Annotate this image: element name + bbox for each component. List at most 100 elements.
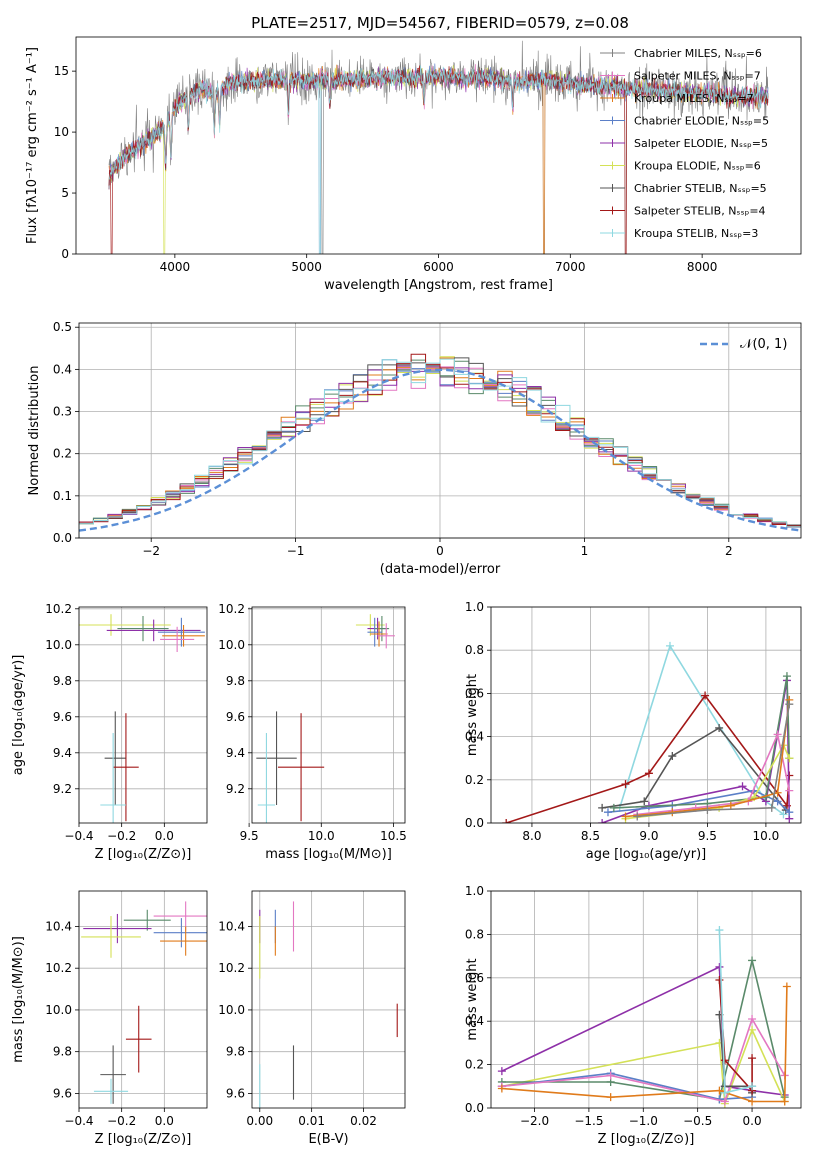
- data-point: [606, 1071, 615, 1080]
- data-point: [370, 621, 388, 647]
- y-tick-label: 10.0: [45, 638, 72, 652]
- data-point: [603, 808, 612, 817]
- series: [715, 926, 757, 1097]
- data-point: [609, 803, 618, 812]
- axes-frame: [490, 890, 802, 1109]
- data-point: [104, 711, 126, 805]
- series: [497, 1069, 757, 1104]
- y-tick-label: 9.6: [226, 1086, 245, 1100]
- x-tick-label: 10.0: [753, 829, 780, 843]
- series: [621, 695, 794, 821]
- x-tick-label: 2: [725, 544, 733, 558]
- data-point: [277, 713, 325, 822]
- y-tick-label: 15: [54, 64, 69, 78]
- x-tick-label: 0.0: [743, 1114, 762, 1128]
- axes-frame: [78, 322, 802, 539]
- plot-area: [497, 926, 791, 1108]
- data-point: [621, 780, 630, 789]
- x-tick-label: −0.2: [107, 829, 136, 843]
- data-point: [633, 812, 642, 821]
- y-tick-label: 0.6: [465, 971, 484, 985]
- axes-frame: [251, 606, 406, 824]
- y-tick-label: 10.2: [218, 602, 245, 616]
- x-tick-label: 0.0: [155, 1114, 174, 1128]
- y-tick-label: 1.0: [465, 600, 484, 614]
- legend-entry: Salpeter MILES, Nₛₛₚ=7: [634, 70, 761, 83]
- data-point: [767, 803, 776, 812]
- y-tick-label: 0.4: [53, 362, 72, 376]
- grid: [79, 323, 801, 539]
- y-tick-label: 0.2: [465, 773, 484, 787]
- axes-frame: [78, 606, 208, 824]
- x-tick-label: 8.0: [522, 829, 541, 843]
- y-tick-label: 9.6: [53, 1086, 72, 1100]
- data-point: [701, 691, 710, 700]
- x-tick-label: 1: [581, 544, 589, 558]
- x-tick-label: 7000: [555, 260, 586, 274]
- y-tick-label: 10.0: [218, 1003, 245, 1017]
- panel-3: −0.4 −0.2 0.0 9.2 9.4 9.6 9.8 10.0 10.2 Z [log₁₀(…: [11, 602, 208, 862]
- legend-entry: Kroupa ELODIE, Nₛₛₚ=6: [634, 160, 761, 173]
- data-point: [785, 754, 794, 763]
- y-tick-label: 9.6: [226, 710, 245, 724]
- panel-1: 4000 5000 6000 7000 8000 0 5 10 15 wavelength [An…: [25, 36, 802, 293]
- grid: [491, 890, 801, 1109]
- y-tick-label: 0.4: [465, 1014, 484, 1028]
- x-tick-label: 0.01: [298, 1114, 325, 1128]
- x-tick-label: −2.0: [520, 1114, 549, 1128]
- data-point: [598, 819, 607, 823]
- y-tick-label: 0.1: [53, 489, 72, 503]
- data-point: [779, 810, 788, 819]
- y-tick-label: 5: [61, 186, 69, 200]
- x-tick-label: −1.5: [574, 1114, 603, 1128]
- y-axis-label: Flux [fλ10⁻¹⁷ erg cm⁻² s⁻¹ A⁻¹]: [25, 47, 40, 244]
- data-point: [715, 926, 724, 935]
- data-point: [715, 1086, 724, 1095]
- y-tick-label: 0.2: [53, 447, 72, 461]
- y-tick-label: 0.3: [53, 405, 72, 419]
- data-point: [785, 786, 794, 795]
- panel-5: 8.0 8.5 9.0 9.5 10.0 0.0 0.2 0.4 0.6 0.8 1.0 age [l…: [465, 600, 802, 862]
- x-axis-label: age [log₁₀(age/yr)]: [586, 847, 707, 862]
- data-point: [773, 730, 782, 739]
- data-point: [621, 812, 630, 821]
- x-tick-label: 6000: [423, 260, 454, 274]
- series: [598, 723, 790, 815]
- x-tick-label: 0: [436, 544, 444, 558]
- data-point: [160, 626, 195, 652]
- y-tick-label: 0.0: [465, 816, 484, 830]
- y-tick-label: 10.2: [218, 961, 245, 975]
- x-axis-label: E(B-V): [308, 1132, 348, 1147]
- y-tick-label: 0.8: [465, 927, 484, 941]
- data-point: [782, 672, 791, 681]
- x-tick-label: 0.00: [246, 1114, 273, 1128]
- data-point: [113, 713, 139, 822]
- legend-entry: Kroupa STELIB, Nₛₛₚ=3: [634, 227, 758, 240]
- x-tick-label: 0.0: [155, 829, 174, 843]
- legend-entry: Chabrier ELODIE, Nₛₛₚ=5: [634, 115, 769, 128]
- model-spectrum: [108, 65, 769, 254]
- y-tick-label: 0.4: [465, 730, 484, 744]
- y-tick-label: 10.4: [45, 919, 72, 933]
- x-tick-label: 9.5: [240, 829, 259, 843]
- x-tick-label: 9.5: [698, 829, 717, 843]
- data-point: [703, 806, 712, 815]
- data-point: [93, 1078, 129, 1104]
- data-point: [780, 1097, 789, 1106]
- data-point: [726, 801, 735, 810]
- data-point: [748, 1054, 757, 1063]
- data-point: [720, 1056, 729, 1065]
- data-point: [367, 617, 382, 647]
- legend-entry: Salpeter ELODIE, Nₛₛₚ=5: [634, 137, 768, 150]
- data-point: [748, 1015, 757, 1024]
- y-tick-label: 10.0: [218, 638, 245, 652]
- x-tick-label: −1.0: [629, 1114, 658, 1128]
- data-point: [160, 926, 207, 956]
- legend-entry: Kroupa MILES, Nₛₛₚ=7: [634, 92, 754, 105]
- axes-frame: [490, 606, 802, 824]
- y-tick-label: 9.8: [53, 674, 72, 688]
- y-tick-label: 9.4: [226, 746, 245, 760]
- data-point: [738, 782, 747, 791]
- x-axis-label: Z [log₁₀(Z/Z⊙)]: [95, 847, 192, 862]
- data-point: [715, 723, 724, 732]
